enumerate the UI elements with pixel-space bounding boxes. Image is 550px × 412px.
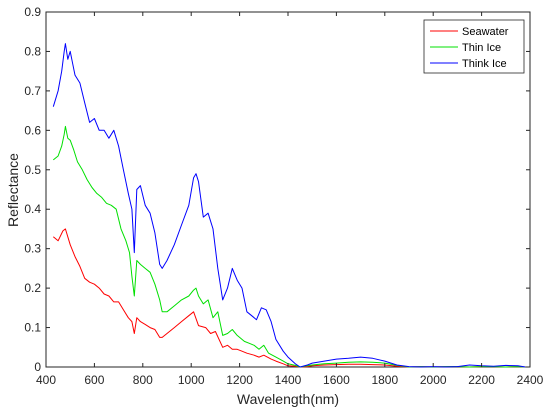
y-tick-label: 0.3 (24, 242, 41, 256)
y-tick-label: 0.6 (24, 123, 41, 137)
y-tick-label: 0.7 (24, 84, 41, 98)
y-tick-label: 0.2 (24, 281, 41, 295)
x-axis-ticks: 400 600 800 1000 1200 1400 1600 1800 2000 2200 240… (36, 12, 544, 387)
series-lines (52, 43, 526, 368)
series-line-seawater (52, 228, 526, 368)
legend-label: Seawater (462, 26, 509, 38)
x-tick-label: 600 (84, 373, 104, 387)
x-tick-label: 2400 (517, 373, 544, 387)
x-tick-label: 1800 (371, 373, 398, 387)
y-tick-label: 0 (34, 360, 41, 374)
x-tick-label: 1200 (226, 373, 253, 387)
series-line-thin-ice (52, 125, 526, 368)
y-axis-label: Reflectance (5, 153, 21, 227)
x-tick-label: 800 (133, 373, 153, 387)
y-tick-label: 0.5 (24, 163, 41, 177)
x-tick-label: 1400 (275, 373, 302, 387)
x-tick-label: 2000 (420, 373, 447, 387)
x-tick-label: 1000 (178, 373, 205, 387)
y-tick-label: 0.8 (24, 44, 41, 58)
y-tick-label: 0.4 (24, 202, 41, 216)
y-tick-label: 0.1 (24, 321, 41, 335)
x-tick-label: 2200 (468, 373, 495, 387)
y-tick-label: 0.9 (24, 5, 41, 19)
legend-label: Think Ice (462, 58, 507, 70)
series-line-think-ice (52, 43, 526, 368)
y-axis-ticks: 0 0.1 0.2 0.3 0.4 0.5 0.6 0.7 0.8 0.9 (24, 5, 530, 374)
x-tick-label: 400 (36, 373, 56, 387)
legend-label: Thin Ice (462, 42, 501, 54)
legend: Seawater Thin Ice Think Ice (423, 19, 525, 74)
x-tick-label: 1600 (323, 373, 350, 387)
x-axis-label: Wavelength(nm) (237, 391, 339, 407)
